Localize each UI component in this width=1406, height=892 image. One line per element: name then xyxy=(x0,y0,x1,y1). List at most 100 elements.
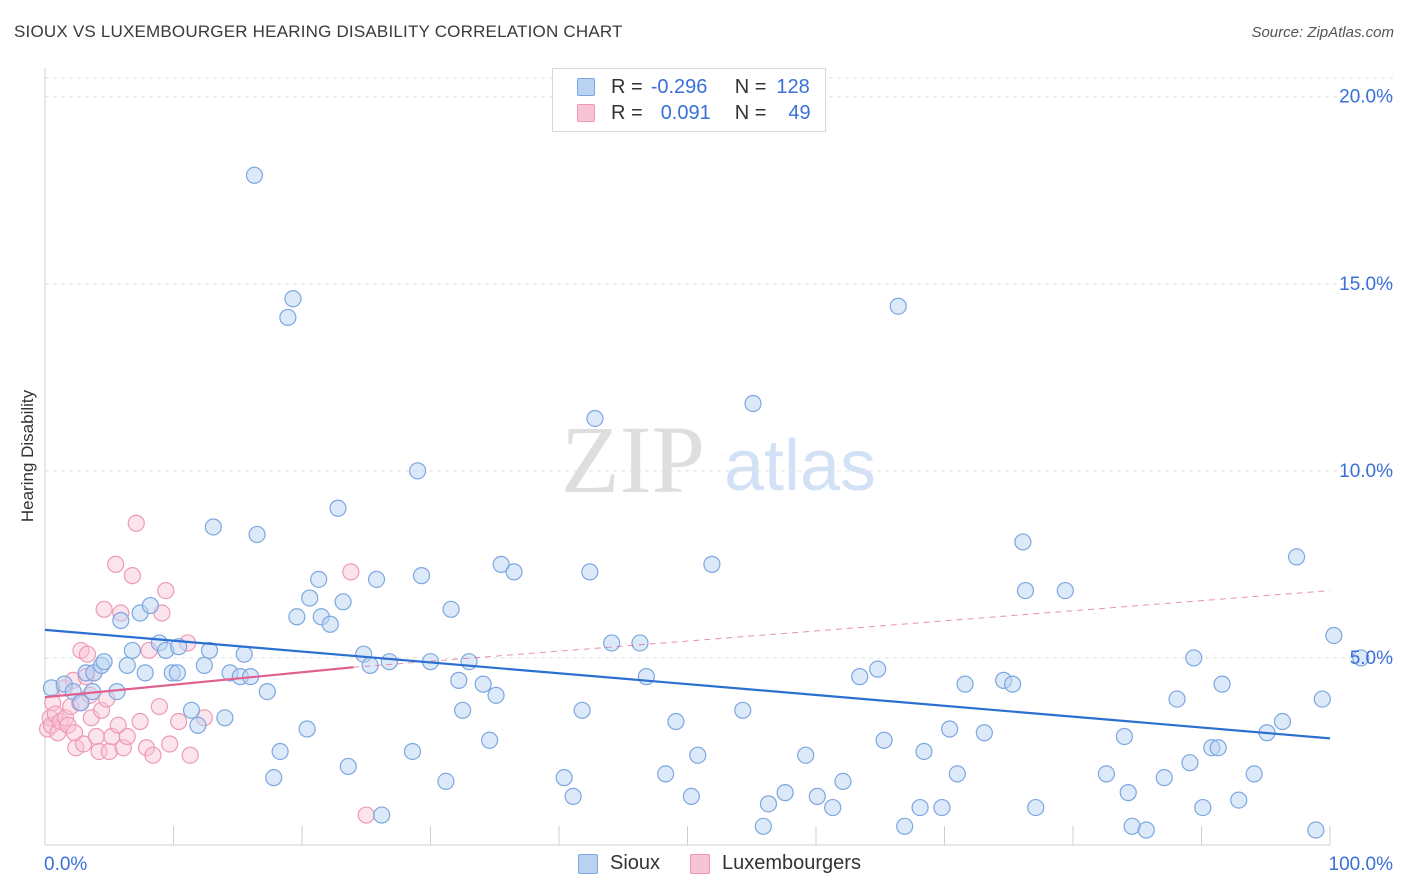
sioux-point xyxy=(573,701,591,719)
sioux-point xyxy=(975,724,993,742)
sioux-point xyxy=(703,555,721,573)
sioux-point xyxy=(321,615,339,633)
luxembourgers-trend-line xyxy=(44,666,354,699)
luxembourgers-point xyxy=(357,806,375,824)
sioux-point xyxy=(1287,548,1306,566)
sioux-point xyxy=(754,817,772,835)
sioux-point xyxy=(682,787,700,805)
luxembourgers-point xyxy=(342,563,360,581)
luxembourgers-trend-extended xyxy=(353,590,1331,668)
y-tick-label: 5.0% xyxy=(1350,648,1393,669)
sioux-point xyxy=(603,634,621,652)
sioux-point xyxy=(301,589,319,607)
sioux-point xyxy=(948,765,966,783)
luxembourgers-point xyxy=(100,742,118,761)
sioux-point xyxy=(1119,784,1137,802)
source-label: Source: ZipAtlas.com xyxy=(1251,24,1394,41)
sioux-point xyxy=(334,593,352,611)
sioux-point xyxy=(915,742,933,761)
sioux-point xyxy=(1313,690,1331,708)
sioux-point xyxy=(759,795,778,813)
series-name-sioux: Sioux xyxy=(610,852,661,874)
luxembourgers-points xyxy=(38,514,375,824)
x-tick-label-max: 100.0% xyxy=(1329,854,1394,875)
series-legend-sioux[interactable]: Sioux xyxy=(578,852,660,875)
legend-row-sioux: R = -0.296 N = 128 xyxy=(577,75,810,99)
sioux-point xyxy=(450,671,468,689)
gridlines xyxy=(45,77,1395,659)
x-tick-label-min: 0.0% xyxy=(44,854,87,875)
sioux-point xyxy=(265,769,283,787)
sioux-point xyxy=(136,664,154,682)
chart-title: SIOUX VS LUXEMBOURGER HEARING DISABILITY… xyxy=(14,22,623,41)
sioux-point xyxy=(123,641,141,660)
sioux-point xyxy=(1016,581,1035,600)
sioux-point xyxy=(298,720,316,738)
correlation-legend: R = -0.296 N = 128 R = 0.091 N = 49 xyxy=(552,68,826,132)
sioux-point xyxy=(279,308,297,327)
luxembourgers-point xyxy=(107,555,125,573)
sioux-point xyxy=(235,645,253,663)
sioux-point xyxy=(195,656,213,675)
legend-n-label: N = xyxy=(734,75,767,98)
sioux-point xyxy=(1213,675,1231,693)
sioux-point xyxy=(1209,739,1227,757)
sioux-trend-line xyxy=(44,628,1331,740)
sioux-point xyxy=(1137,821,1155,839)
legend-row-luxembourgers: R = 0.091 N = 49 xyxy=(577,101,811,125)
series-legend-luxembourgers[interactable]: Luxembourgers xyxy=(690,852,861,875)
sioux-point xyxy=(288,608,306,626)
sioux-point xyxy=(380,653,398,671)
sioux-point xyxy=(896,817,914,835)
y-tick-label: 15.0% xyxy=(1339,274,1393,295)
sioux-point xyxy=(95,653,113,671)
sioux-point xyxy=(189,716,207,734)
sioux-point xyxy=(1181,754,1199,772)
luxembourgers-point xyxy=(78,645,97,663)
sioux-point xyxy=(1097,765,1116,783)
sioux-point xyxy=(875,731,893,749)
sioux-point xyxy=(409,462,427,480)
sioux-point xyxy=(631,634,649,652)
luxembourgers-point xyxy=(181,746,199,764)
sioux-point xyxy=(481,731,499,749)
sioux-point xyxy=(1115,727,1134,746)
sioux-point xyxy=(869,660,887,678)
sioux-point xyxy=(442,600,460,618)
series-legend: Sioux Luxembourgers xyxy=(0,852,1406,878)
sioux-point xyxy=(581,563,599,581)
luxembourgers-point xyxy=(95,600,113,618)
series-swatch-luxembourgers xyxy=(690,853,710,874)
sioux-point xyxy=(310,570,328,588)
sioux-point xyxy=(437,772,455,790)
sioux-point xyxy=(1027,798,1045,817)
sioux-point xyxy=(170,638,188,656)
sioux-point xyxy=(373,806,391,824)
legend-r-label: R = xyxy=(611,101,643,124)
legend-r-label: R = xyxy=(611,75,643,98)
sioux-point xyxy=(637,668,655,686)
luxembourgers-point xyxy=(74,735,93,753)
sioux-point xyxy=(200,641,219,660)
sioux-point xyxy=(851,668,869,686)
sioux-point xyxy=(1230,791,1248,809)
legend-swatch-sioux xyxy=(577,78,595,96)
sioux-point xyxy=(492,555,510,573)
sioux-point xyxy=(248,525,266,544)
sioux-point xyxy=(1056,581,1074,600)
sioux-point xyxy=(808,787,826,805)
sioux-point xyxy=(1185,649,1203,667)
sioux-point xyxy=(586,409,604,428)
sioux-points xyxy=(42,166,1370,839)
sioux-point xyxy=(329,499,347,517)
luxembourgers-point xyxy=(144,746,162,764)
sioux-point xyxy=(284,290,302,308)
sioux-point xyxy=(797,746,815,764)
luxembourgers-point xyxy=(65,724,84,742)
series-name-luxembourgers: Luxembourgers xyxy=(722,852,861,874)
sioux-point xyxy=(403,742,422,761)
luxembourgers-point xyxy=(170,712,188,731)
sioux-point xyxy=(824,798,842,817)
sioux-point xyxy=(141,596,159,615)
